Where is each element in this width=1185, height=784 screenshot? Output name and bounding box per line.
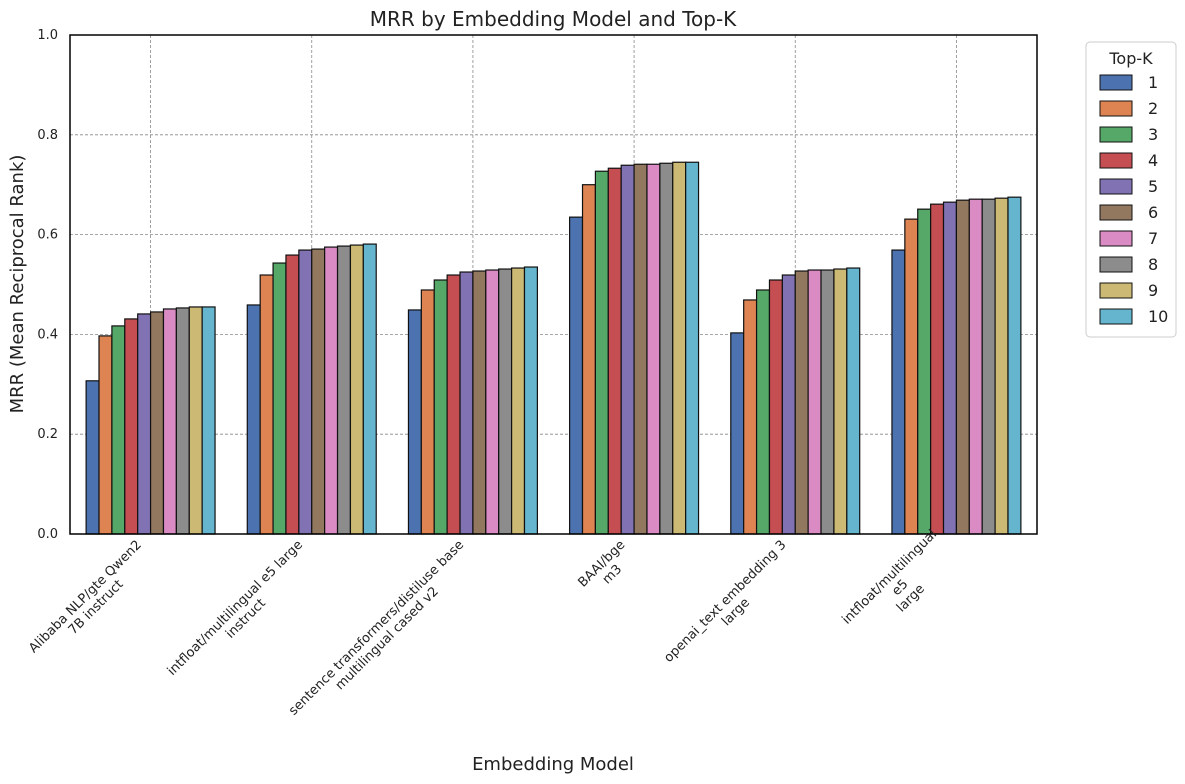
- bar-topk-3-model-5: [755, 289, 771, 535]
- bar-topk-2-model-4: [581, 184, 597, 535]
- legend-label: 8: [1148, 255, 1158, 274]
- bar-topk-4-model-2: [285, 254, 300, 535]
- bar-topk-8-model-5: [820, 269, 835, 535]
- legend-items: 1 2 3 4 5 6 7 8 9 10: [1099, 73, 1168, 326]
- legend-swatch: [1099, 126, 1133, 143]
- bar-topk-4-model-3: [446, 274, 461, 535]
- bar-topk-2-model-3: [420, 289, 435, 535]
- bar-topk-3-model-4: [594, 170, 609, 535]
- bar-topk-6-model-4: [633, 163, 648, 535]
- y-tick-label: 0.6: [37, 228, 58, 243]
- y-tick-label: 0.4: [37, 327, 58, 342]
- bar-topk-9-model-4: [672, 161, 687, 535]
- bar-topk-5-model-2: [298, 249, 313, 535]
- chart-title: MRR by Embedding Model and Top-K: [370, 7, 737, 31]
- legend-swatch: [1099, 308, 1133, 325]
- legend-title: Top-K: [1108, 49, 1153, 68]
- y-tick-label: 0.8: [37, 128, 58, 143]
- legend-label: 5: [1148, 177, 1158, 196]
- bar-topk-9-model-6: [994, 197, 1009, 535]
- legend-swatch: [1099, 230, 1133, 247]
- bar-topk-10-model-6: [1007, 196, 1022, 535]
- y-tick-label: 0.0: [37, 527, 58, 542]
- bar-topk-8-model-6: [981, 198, 996, 535]
- bar-topk-1-model-3: [407, 309, 422, 535]
- bar-topk-3-model-6: [917, 208, 932, 535]
- bar-topk-6-model-6: [955, 199, 970, 535]
- legend-swatch: [1099, 152, 1133, 169]
- y-axis-label: MRR (Mean Reciprocal Rank): [7, 155, 28, 414]
- bar-topk-4-model-5: [768, 279, 783, 535]
- bar-topk-5-model-6: [942, 201, 958, 535]
- bar-topk-7-model-3: [485, 269, 500, 535]
- x-axis-label: Embedding Model: [472, 754, 634, 775]
- legend: Top-K 1 2 3 4 5 6 7 8 9 10: [1085, 41, 1177, 338]
- bar-topk-10-model-2: [362, 243, 377, 535]
- bar-topk-9-model-2: [349, 244, 364, 535]
- bar-topk-8-model-3: [498, 268, 513, 535]
- legend-label: 3: [1148, 125, 1158, 144]
- bar-topk-8-model-2: [336, 245, 352, 535]
- legend-swatch: [1099, 204, 1133, 221]
- bar-topk-2-model-1: [98, 335, 113, 535]
- bar-topk-9-model-5: [833, 268, 848, 535]
- legend-label: 2: [1148, 99, 1158, 118]
- bar-topk-6-model-3: [472, 270, 487, 535]
- bar-topk-8-model-1: [175, 307, 190, 535]
- bar-topk-7-model-4: [646, 163, 661, 535]
- bar-topk-2-model-6: [904, 218, 919, 535]
- bar-topk-1-model-6: [891, 249, 906, 535]
- legend-label: 10: [1148, 307, 1168, 326]
- bar-topk-5-model-1: [137, 313, 152, 535]
- bar-topk-6-model-1: [149, 311, 165, 535]
- bar-topk-3-model-3: [433, 279, 448, 535]
- plot-frame: [69, 34, 1038, 535]
- bar-topk-5-model-5: [781, 274, 796, 535]
- bar-topk-7-model-2: [324, 246, 339, 535]
- legend-label: 6: [1148, 203, 1158, 222]
- bar-topk-6-model-5: [794, 270, 809, 535]
- bar-topk-2-model-5: [743, 299, 758, 535]
- bar-topk-10-model-5: [846, 267, 861, 535]
- legend-swatch: [1099, 256, 1133, 273]
- bar-topk-4-model-6: [930, 203, 945, 535]
- legend-swatch: [1099, 74, 1133, 91]
- bar-topk-2-model-2: [259, 274, 274, 535]
- bar-topk-10-model-3: [523, 266, 538, 535]
- y-tick-label: 1.0: [37, 28, 58, 43]
- bar-topk-4-model-1: [124, 318, 139, 535]
- bar-topk-8-model-4: [659, 162, 674, 535]
- legend-swatch: [1099, 178, 1133, 195]
- bar-topk-1-model-1: [85, 380, 100, 535]
- bar-topk-3-model-2: [272, 262, 287, 535]
- legend-label: 4: [1148, 151, 1158, 170]
- bar-topk-9-model-3: [510, 267, 526, 535]
- legend-swatch: [1099, 282, 1133, 299]
- y-axis-ticks: 0.0 0.2 0.4 0.6 0.8 1.0: [37, 28, 58, 542]
- bar-topk-5-model-3: [459, 271, 474, 535]
- bar-topk-10-model-1: [201, 306, 216, 535]
- bar-topk-7-model-5: [807, 269, 822, 535]
- bar-topk-5-model-4: [620, 164, 635, 535]
- bar-topk-1-model-2: [246, 304, 261, 535]
- bars: [85, 161, 1022, 535]
- bar-topk-1-model-4: [569, 216, 584, 535]
- bar-topk-10-model-4: [685, 161, 700, 535]
- legend-swatch: [1099, 100, 1133, 117]
- bar-topk-3-model-1: [111, 325, 126, 535]
- legend-label: 1: [1148, 73, 1158, 92]
- bar-topk-4-model-4: [607, 167, 622, 535]
- y-tick-label: 0.2: [37, 427, 58, 442]
- bar-topk-6-model-2: [311, 248, 326, 535]
- bar-topk-9-model-1: [188, 306, 203, 535]
- legend-label: 9: [1148, 281, 1158, 300]
- bar-topk-7-model-1: [162, 308, 177, 535]
- bar-topk-1-model-5: [730, 332, 745, 535]
- legend-label: 7: [1148, 229, 1158, 248]
- bar-topk-7-model-6: [968, 198, 983, 535]
